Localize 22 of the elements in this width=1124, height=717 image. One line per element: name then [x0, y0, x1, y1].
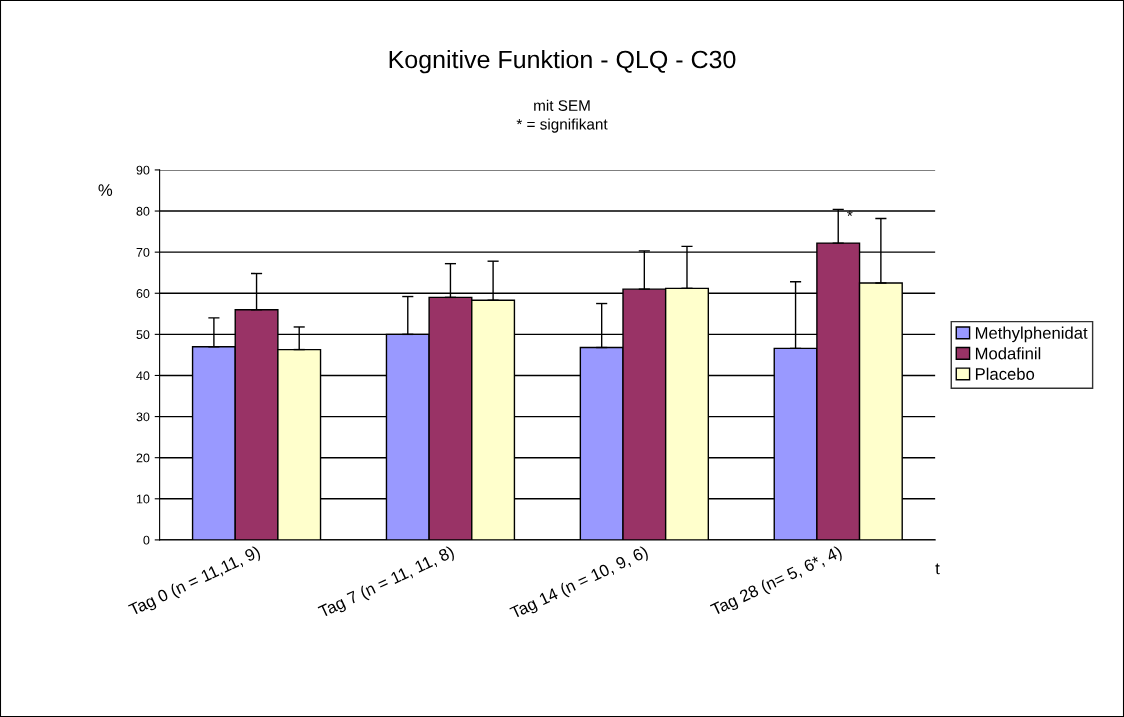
x-tick-label: Tag 7 (n = 11, 11, 8) [317, 545, 457, 621]
annotation: * [847, 210, 853, 217]
y-tick-label: 40 [136, 371, 150, 381]
x-tick-label: Tag 14 (n = 10, 9, 6) [509, 545, 650, 622]
y-tick-label: 20 [136, 453, 150, 463]
y-tick-label: 90 [136, 165, 150, 175]
y-tick-label: 0 [143, 535, 150, 545]
x-tick-label: Tag 28 (n= 5, 6*, 4) [709, 545, 844, 619]
x-axis-title: t [935, 563, 940, 575]
chart-subtitle: mit SEM * = signifikant [516, 99, 608, 133]
y-axis-title: % [98, 184, 113, 196]
x-tick-label: Tag 0 (n = 11,11, 9) [127, 545, 263, 619]
y-tick-label: 60 [136, 289, 150, 298]
y-tick-label: 10 [136, 494, 150, 504]
chart-title: Kognitive Funktion - QLQ - C30 [389, 50, 736, 74]
y-tick-label: 80 [136, 206, 150, 216]
y-tick-label: 50 [136, 330, 150, 340]
legend-label: Placebo [975, 367, 1035, 380]
y-tick-label: 70 [136, 247, 150, 257]
legend-label: Modafinil [975, 347, 1041, 360]
legend-label: Methylphenidat [975, 326, 1088, 343]
y-tick-label: 30 [136, 412, 150, 422]
